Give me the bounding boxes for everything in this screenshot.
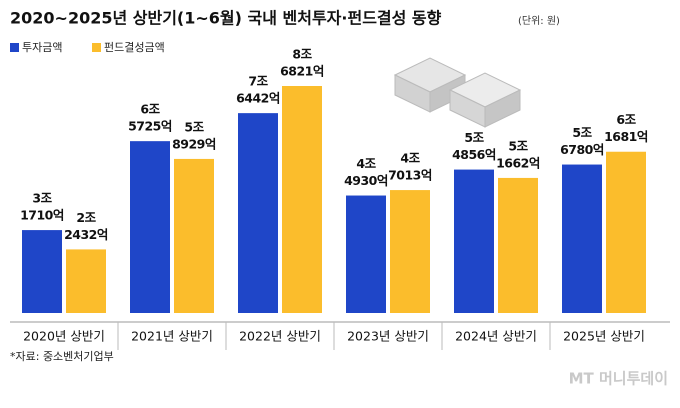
legend-swatch — [10, 43, 19, 52]
value-label: 4조 — [356, 156, 376, 171]
value-label: 4856억 — [452, 147, 496, 162]
value-label: 7013억 — [388, 168, 432, 183]
value-label: 4조 — [400, 151, 420, 166]
bar — [22, 230, 62, 313]
x-tick-label: 2021년 상반기 — [131, 329, 213, 344]
value-label: 4930억 — [344, 173, 388, 188]
value-label: 8조 — [292, 47, 312, 62]
legend-label: 펀드결성금액 — [104, 41, 165, 54]
value-label: 5조 — [464, 130, 484, 145]
money-illustration — [393, 57, 522, 128]
value-label: 6780억 — [560, 142, 604, 157]
value-label: 5725억 — [128, 119, 172, 134]
value-label: 2432억 — [64, 227, 108, 242]
x-tick-label: 2025년 상반기 — [563, 329, 645, 344]
bar — [454, 169, 494, 313]
legend-swatch — [92, 43, 101, 52]
value-label: 3조 — [32, 191, 52, 206]
chart-title: 2020~2025년 상반기(1~6월) 국내 벤처투자·펀드결성 동향 — [10, 9, 442, 28]
value-label: 1681억 — [604, 129, 648, 144]
bar — [390, 190, 430, 313]
x-tick-label: 2024년 상반기 — [455, 329, 537, 344]
source: *자료: 중소벤처기업부 — [10, 350, 114, 363]
x-tick-label: 2022년 상반기 — [239, 329, 321, 344]
value-label: 1710억 — [20, 208, 64, 223]
bar — [606, 151, 646, 313]
bar — [346, 195, 386, 313]
value-label: 6821억 — [280, 64, 324, 79]
watermark: MT 머니투데이 — [569, 370, 668, 388]
unit-note: (단위: 원) — [518, 14, 560, 27]
bar — [66, 249, 106, 313]
legend-label: 투자금액 — [22, 41, 62, 54]
bar — [282, 86, 322, 313]
value-label: 5조 — [184, 119, 204, 134]
bar — [562, 164, 602, 313]
bar — [130, 141, 170, 313]
value-label: 6조 — [140, 102, 160, 117]
value-label: 1662억 — [496, 155, 540, 170]
x-tick-label: 2020년 상반기 — [23, 329, 105, 344]
x-tick-label: 2023년 상반기 — [347, 329, 429, 344]
value-label: 7조 — [248, 74, 268, 89]
value-label: 5조 — [508, 138, 528, 153]
bar — [498, 177, 538, 313]
bar — [238, 113, 278, 313]
value-label: 2조 — [76, 210, 96, 225]
bar — [174, 158, 214, 313]
value-label: 6442억 — [236, 91, 280, 106]
value-label: 5조 — [572, 125, 592, 140]
value-label: 6조 — [616, 112, 636, 127]
value-label: 8929억 — [172, 136, 216, 151]
